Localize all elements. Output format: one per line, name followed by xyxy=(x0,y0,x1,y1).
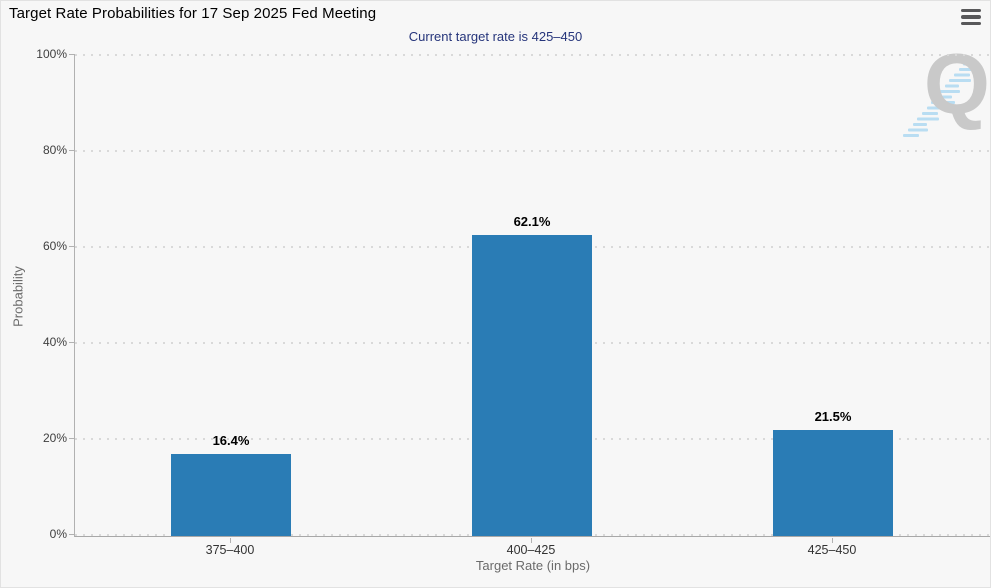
x-axis-title: Target Rate (in bps) xyxy=(475,558,591,573)
menu-button[interactable] xyxy=(958,6,984,28)
x-category-label: 375–400 xyxy=(205,543,255,557)
y-tick-label: 20% xyxy=(42,431,67,445)
chart-subtitle: Current target rate is 425–450 xyxy=(408,29,583,44)
x-category-label: 425–450 xyxy=(807,543,857,557)
y-tick-label: 0% xyxy=(49,527,67,541)
bar-375-400[interactable] xyxy=(171,454,291,536)
x-tick xyxy=(230,538,231,543)
bar-400-425[interactable] xyxy=(472,234,592,536)
bar-value-label: 16.4% xyxy=(212,433,250,449)
bar-slot: 21.5% xyxy=(773,54,893,536)
bar-value-label: 21.5% xyxy=(814,408,852,424)
gridline-100 xyxy=(69,54,990,56)
x-category-label: 400–425 xyxy=(506,543,556,557)
chart-title: Target Rate Probabilities for 17 Sep 202… xyxy=(9,5,377,22)
y-tick-label: 40% xyxy=(42,335,67,349)
bar-value-label: 62.1% xyxy=(513,213,551,229)
y-tick-label: 60% xyxy=(42,239,67,253)
bar-slot: 16.4% xyxy=(171,54,291,536)
gridline-80 xyxy=(69,150,990,152)
watermark-stripes xyxy=(903,62,977,137)
plot-area: 16.4% 62.1% 21.5% xyxy=(69,54,990,537)
bar-slot: 62.1% xyxy=(472,54,592,536)
bar-425-450[interactable] xyxy=(773,429,893,536)
y-tick-label: 100% xyxy=(36,47,67,61)
x-tick xyxy=(531,538,532,543)
x-tick xyxy=(832,538,833,543)
y-tick-label: 80% xyxy=(42,143,67,157)
watermark-q-letter: Q xyxy=(923,37,990,132)
watermark: Q xyxy=(899,42,990,141)
